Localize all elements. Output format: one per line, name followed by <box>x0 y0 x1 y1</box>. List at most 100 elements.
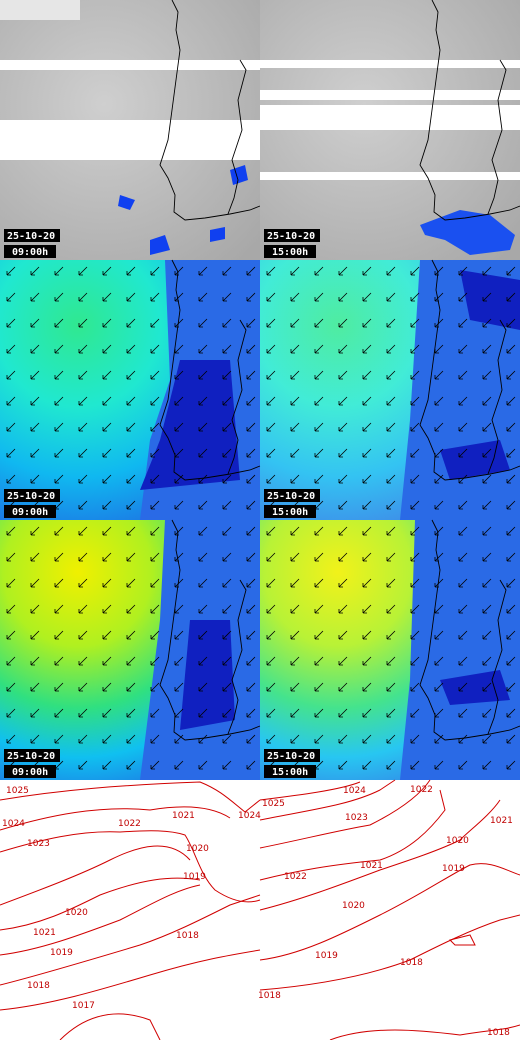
wind-arrow <box>290 370 300 380</box>
wind-arrow <box>126 604 136 614</box>
wind-arrow <box>78 682 88 692</box>
wind-arrow <box>338 500 348 510</box>
wind-arrow <box>314 682 324 692</box>
wind-arrow <box>362 396 372 406</box>
wind-arrow <box>102 656 112 666</box>
wind-arrow <box>102 526 112 536</box>
wind-arrow <box>102 318 112 328</box>
wind-arrow <box>386 526 396 536</box>
wind-arrow <box>434 500 444 510</box>
wind-arrow <box>266 734 276 744</box>
wind-arrow <box>30 604 40 614</box>
wind-arrow <box>198 656 208 666</box>
wind-arrow <box>386 474 396 484</box>
wind-arrow <box>266 292 276 302</box>
time-box <box>4 505 56 518</box>
wind-arrow <box>290 552 300 562</box>
wind-arrow <box>434 474 444 484</box>
wind-arrow <box>410 552 420 562</box>
wind-arrow <box>174 630 184 640</box>
wind-arrow <box>434 734 444 744</box>
wind-arrow <box>126 552 136 562</box>
wind-arrow <box>266 344 276 354</box>
isobar-label: 1023 <box>27 839 50 849</box>
wind-arrow <box>222 370 232 380</box>
wind-arrow <box>30 266 40 276</box>
wind-arrow <box>290 292 300 302</box>
wind-arrow <box>506 292 516 302</box>
wind-arrow <box>54 604 64 614</box>
wind-arrow <box>174 552 184 562</box>
wind-arrow <box>222 760 232 770</box>
wind-arrow <box>78 422 88 432</box>
wind-arrow <box>362 630 372 640</box>
wind-arrow <box>198 552 208 562</box>
wind-arrow <box>314 734 324 744</box>
wind-arrow <box>102 370 112 380</box>
wind-arrow <box>30 734 40 744</box>
wind-arrow <box>174 318 184 328</box>
wind-arrow <box>246 760 256 770</box>
wind-arrow <box>198 318 208 328</box>
wind-arrow <box>102 708 112 718</box>
wind-arrow <box>246 656 256 666</box>
wind-arrow <box>458 708 468 718</box>
wind-arrow <box>410 578 420 588</box>
wind-arrow <box>198 526 208 536</box>
isobar-label: 1018 <box>27 981 50 991</box>
wind-arrow <box>126 370 136 380</box>
wind-arrow <box>78 604 88 614</box>
wind-arrow <box>506 318 516 328</box>
wind-arrow <box>78 266 88 276</box>
wind-arrow <box>338 422 348 432</box>
wind-arrow <box>410 682 420 692</box>
wind-arrow <box>30 656 40 666</box>
time-box <box>264 505 316 518</box>
wind-arrow <box>222 578 232 588</box>
wind-panels <box>0 259 520 780</box>
wind-arrow <box>458 760 468 770</box>
isobar-labels: 1025 1024 1023 1022 1021 1020 1019 1021 … <box>2 785 513 1038</box>
wind-arrow <box>314 370 324 380</box>
wind-arrow <box>362 344 372 354</box>
wind-arrow <box>54 318 64 328</box>
wind-arrow <box>482 292 492 302</box>
wind-arrow <box>386 682 396 692</box>
wind-arrow <box>126 760 136 770</box>
wind-arrow <box>410 318 420 328</box>
wind-arrow <box>78 474 88 484</box>
panel-date: 25-10-20 <box>7 491 55 502</box>
wind-arrow <box>314 266 324 276</box>
wind-arrow <box>222 318 232 328</box>
wind-arrow <box>458 734 468 744</box>
wind-arrow <box>126 630 136 640</box>
wind-arrow <box>246 526 256 536</box>
wind-arrow <box>198 448 208 458</box>
wind-arrow <box>266 604 276 614</box>
wind-arrow <box>314 292 324 302</box>
wind-arrow <box>506 474 516 484</box>
wind-arrow <box>386 396 396 406</box>
wind-arrow <box>174 266 184 276</box>
wind-arrow <box>30 526 40 536</box>
wind-arrow <box>410 734 420 744</box>
wind-arrow <box>506 578 516 588</box>
wind-arrow <box>386 552 396 562</box>
wind-arrow <box>410 604 420 614</box>
wind-arrow <box>410 292 420 302</box>
wind-arrow <box>126 266 136 276</box>
wind-arrow <box>174 448 184 458</box>
wind-arrow <box>386 760 396 770</box>
wind-arrow <box>266 448 276 458</box>
wind-arrow <box>78 318 88 328</box>
wind-arrow <box>126 526 136 536</box>
wind-arrow <box>30 630 40 640</box>
wind-arrow <box>222 500 232 510</box>
wind-arrow <box>362 292 372 302</box>
wind-arrow <box>198 370 208 380</box>
isobar-label: 1018 <box>258 991 281 1001</box>
wind-arrow <box>246 318 256 328</box>
wind-arrow <box>458 578 468 588</box>
satellite-left <box>0 0 261 260</box>
wind-arrow <box>506 396 516 406</box>
